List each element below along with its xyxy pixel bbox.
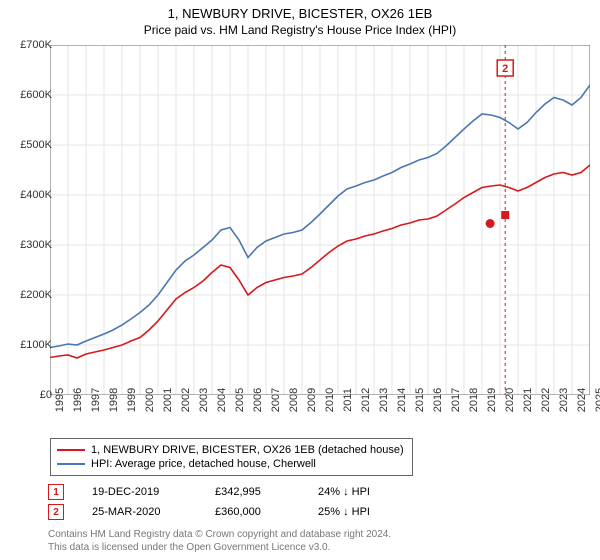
- xtick-label: 1999: [126, 388, 138, 412]
- footer-line2: This data is licensed under the Open Gov…: [48, 542, 391, 555]
- xtick-label: 2004: [216, 388, 228, 412]
- legend-item: HPI: Average price, detached house, Cher…: [57, 457, 404, 471]
- xtick-label: 2008: [288, 388, 300, 412]
- ytick-label: £600K: [20, 89, 52, 101]
- legend-label: 1, NEWBURY DRIVE, BICESTER, OX26 1EB (de…: [91, 444, 404, 456]
- xtick-label: 2010: [324, 388, 336, 412]
- xtick-label: 2002: [180, 388, 192, 412]
- chart-subtitle: Price paid vs. HM Land Registry's House …: [0, 21, 600, 37]
- xtick-label: 1996: [72, 388, 84, 412]
- xtick-label: 2022: [540, 388, 552, 412]
- chart-svg: 2: [50, 45, 590, 395]
- xtick-label: 2014: [396, 388, 408, 412]
- xtick-label: 2018: [468, 388, 480, 412]
- legend: 1, NEWBURY DRIVE, BICESTER, OX26 1EB (de…: [50, 438, 413, 476]
- sale-price: £360,000: [215, 506, 290, 518]
- xtick-label: 2000: [144, 388, 156, 412]
- sales-table: 1 19-DEC-2019 £342,995 24% ↓ HPI 2 25-MAR-202…: [48, 482, 398, 522]
- sale-marker: 1: [48, 484, 64, 500]
- xtick-label: 2019: [486, 388, 498, 412]
- svg-text:2: 2: [502, 63, 508, 75]
- xtick-label: 2003: [198, 388, 210, 412]
- xtick-label: 2024: [576, 388, 588, 412]
- xtick-label: 1995: [54, 388, 66, 412]
- xtick-label: 2011: [342, 388, 354, 412]
- sale-row: 2 25-MAR-2020 £360,000 25% ↓ HPI: [48, 502, 398, 522]
- ytick-label: £0: [40, 389, 52, 401]
- sale-hpi: 25% ↓ HPI: [318, 506, 398, 518]
- sale-row: 1 19-DEC-2019 £342,995 24% ↓ HPI: [48, 482, 398, 502]
- ytick-label: £200K: [20, 289, 52, 301]
- xtick-label: 2020: [504, 388, 516, 412]
- xtick-label: 2017: [450, 388, 462, 412]
- xtick-label: 2021: [522, 388, 534, 412]
- legend-swatch: [57, 463, 85, 465]
- xtick-label: 2009: [306, 388, 318, 412]
- xtick-label: 2001: [162, 388, 174, 412]
- footer-attribution: Contains HM Land Registry data © Crown c…: [48, 529, 391, 554]
- xtick-label: 2012: [360, 388, 372, 412]
- legend-label: HPI: Average price, detached house, Cher…: [91, 458, 316, 470]
- sale-price: £342,995: [215, 486, 290, 498]
- chart-area: 2: [50, 45, 590, 395]
- xtick-label: 2006: [252, 388, 264, 412]
- xtick-label: 2023: [558, 388, 570, 412]
- xtick-label: 1998: [108, 388, 120, 412]
- legend-swatch: [57, 449, 85, 451]
- xtick-label: 1997: [90, 388, 102, 412]
- xtick-label: 2016: [432, 388, 444, 412]
- xtick-label: 2025: [594, 388, 600, 412]
- ytick-label: £300K: [20, 239, 52, 251]
- legend-item: 1, NEWBURY DRIVE, BICESTER, OX26 1EB (de…: [57, 443, 404, 457]
- chart-container: 1, NEWBURY DRIVE, BICESTER, OX26 1EB Pri…: [0, 0, 600, 560]
- xtick-label: 2013: [378, 388, 390, 412]
- footer-line1: Contains HM Land Registry data © Crown c…: [48, 529, 391, 542]
- ytick-label: £400K: [20, 189, 52, 201]
- ytick-label: £700K: [20, 39, 52, 51]
- sale-marker: 2: [48, 504, 64, 520]
- ytick-label: £100K: [20, 339, 52, 351]
- chart-title: 1, NEWBURY DRIVE, BICESTER, OX26 1EB: [0, 0, 600, 21]
- xtick-label: 2005: [234, 388, 246, 412]
- sale-hpi: 24% ↓ HPI: [318, 486, 398, 498]
- sale-date: 25-MAR-2020: [92, 506, 187, 518]
- sale-date: 19-DEC-2019: [92, 486, 187, 498]
- xtick-label: 2007: [270, 388, 282, 412]
- ytick-label: £500K: [20, 139, 52, 151]
- xtick-label: 2015: [414, 388, 426, 412]
